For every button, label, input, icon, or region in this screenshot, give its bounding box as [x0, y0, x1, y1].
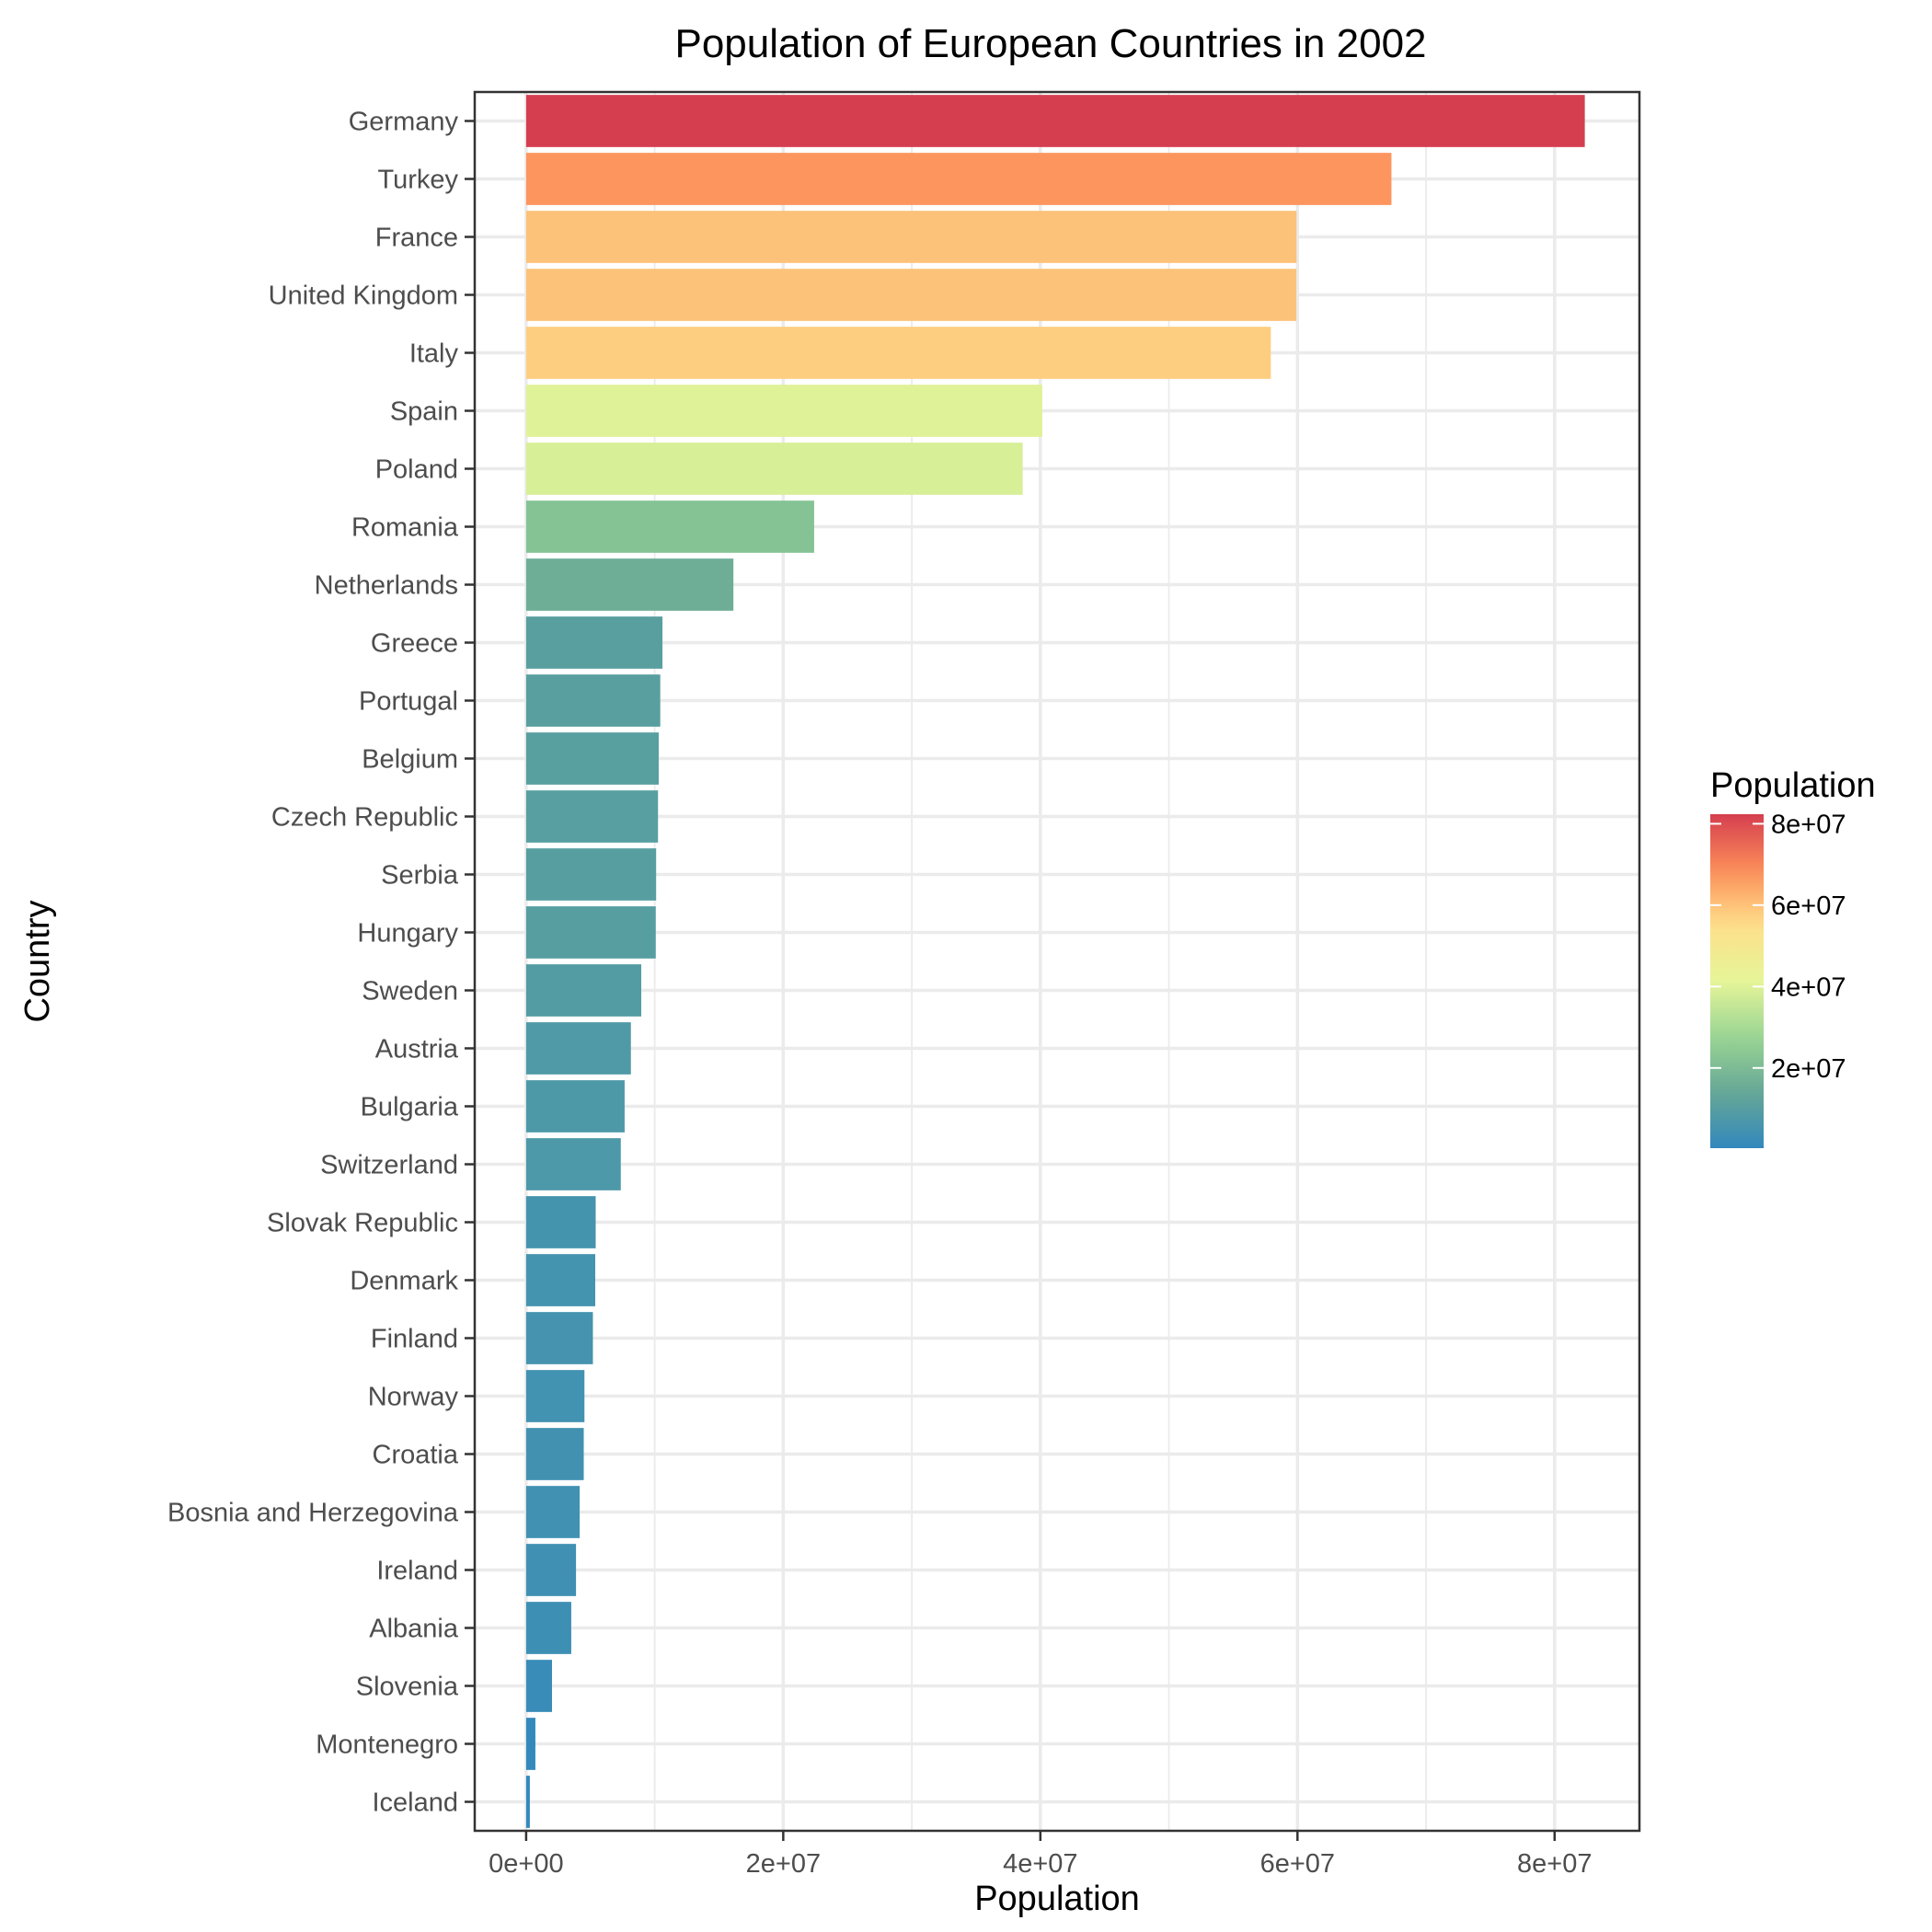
- y-axis-title: Country: [18, 900, 57, 1022]
- y-tick-label: Sweden: [362, 977, 458, 1006]
- x-tick-label: 0e+00: [489, 1849, 563, 1879]
- bar: [525, 211, 1297, 263]
- x-tick-label: 8e+07: [1517, 1849, 1592, 1879]
- y-tick-label: Bulgaria: [361, 1093, 459, 1122]
- bar: [525, 674, 661, 727]
- bar: [525, 1602, 571, 1654]
- legend-label: 8e+07: [1771, 810, 1846, 839]
- y-tick-label: Slovak Republic: [267, 1209, 458, 1238]
- plot-panel: [475, 92, 1639, 1831]
- y-tick-label: France: [375, 224, 458, 253]
- bar: [525, 1660, 553, 1712]
- bar: [525, 616, 663, 669]
- legend-ticks: 2e+07 4e+07 6e+07 8e+07: [1710, 810, 1846, 1084]
- y-tick-label: Romania: [351, 513, 459, 543]
- y-tick-label: Finland: [371, 1325, 458, 1354]
- legend-title: Population: [1710, 766, 1876, 805]
- y-tick-label: Netherlands: [315, 571, 458, 601]
- x-axis: 0e+00 2e+07 4e+07 6e+07 8e+07: [489, 1831, 1593, 1879]
- bar: [525, 906, 656, 959]
- bar: [525, 500, 814, 553]
- bar: [525, 848, 657, 901]
- x-tick-label: 2e+07: [746, 1849, 821, 1879]
- y-tick-label: Spain: [390, 397, 458, 427]
- bar: [525, 1370, 585, 1422]
- y-tick-label: Turkey: [377, 166, 458, 195]
- legend-label: 4e+07: [1771, 972, 1846, 1002]
- x-tick-label: 6e+07: [1260, 1849, 1335, 1879]
- bar: [525, 558, 734, 611]
- bar: [525, 443, 1023, 495]
- bar: [525, 1254, 595, 1306]
- bar: [525, 1776, 530, 1828]
- bar: [525, 1544, 577, 1596]
- y-tick-label: Germany: [349, 108, 459, 137]
- y-axis: Germany Turkey France United Kingdom Italy Sp…: [167, 108, 475, 1818]
- bar: [525, 1080, 625, 1133]
- y-tick-label: Hungary: [357, 919, 458, 949]
- legend-label: 2e+07: [1771, 1054, 1846, 1084]
- bar: [525, 790, 659, 843]
- y-tick-label: Belgium: [362, 745, 458, 775]
- y-tick-label: Ireland: [376, 1557, 458, 1586]
- y-tick-label: Serbia: [381, 861, 459, 891]
- y-tick-label: Denmark: [350, 1267, 458, 1296]
- bar: [525, 385, 1042, 437]
- plot-panel-border: [473, 90, 1641, 1833]
- chart-title: Population of European Countries in 2002: [674, 21, 1426, 66]
- bar: [525, 1312, 593, 1364]
- bar: [525, 732, 659, 785]
- bars: [525, 95, 1585, 1828]
- y-tick-label: Portugal: [359, 687, 458, 717]
- y-tick-label: Switzerland: [320, 1151, 458, 1180]
- x-axis-title: Population: [974, 1880, 1140, 1918]
- legend-label: 6e+07: [1771, 891, 1846, 921]
- y-tick-label: Italy: [409, 339, 459, 369]
- y-tick-label: Bosnia and Herzegovina: [167, 1499, 459, 1528]
- bar: [525, 95, 1585, 147]
- y-tick-label: Austria: [375, 1035, 459, 1064]
- bar: [525, 153, 1392, 205]
- bar: [525, 1428, 584, 1480]
- bar: [525, 1718, 535, 1770]
- y-tick-label: Czech Republic: [271, 803, 458, 833]
- bar: [525, 1138, 621, 1190]
- color-legend: Population 2e+07 4e+07 6e+07 8e+07: [1710, 766, 1876, 1148]
- bar: [525, 964, 642, 1017]
- bar: [525, 1196, 596, 1248]
- y-tick-label: United Kingdom: [269, 282, 458, 311]
- bar: [525, 269, 1297, 321]
- y-tick-label: Montenegro: [316, 1731, 458, 1760]
- y-tick-label: Albania: [369, 1615, 459, 1644]
- bar: [525, 1486, 581, 1538]
- bar: [525, 1022, 631, 1075]
- legend-colorbar: [1710, 814, 1764, 1148]
- bar: [525, 327, 1271, 379]
- y-tick-label: Norway: [368, 1383, 459, 1412]
- y-tick-label: Greece: [371, 629, 458, 659]
- y-tick-label: Poland: [375, 455, 458, 485]
- x-tick-label: 4e+07: [1003, 1849, 1077, 1879]
- y-tick-label: Slovenia: [356, 1673, 459, 1702]
- y-tick-label: Croatia: [373, 1441, 459, 1470]
- y-tick-label: Iceland: [372, 1788, 458, 1818]
